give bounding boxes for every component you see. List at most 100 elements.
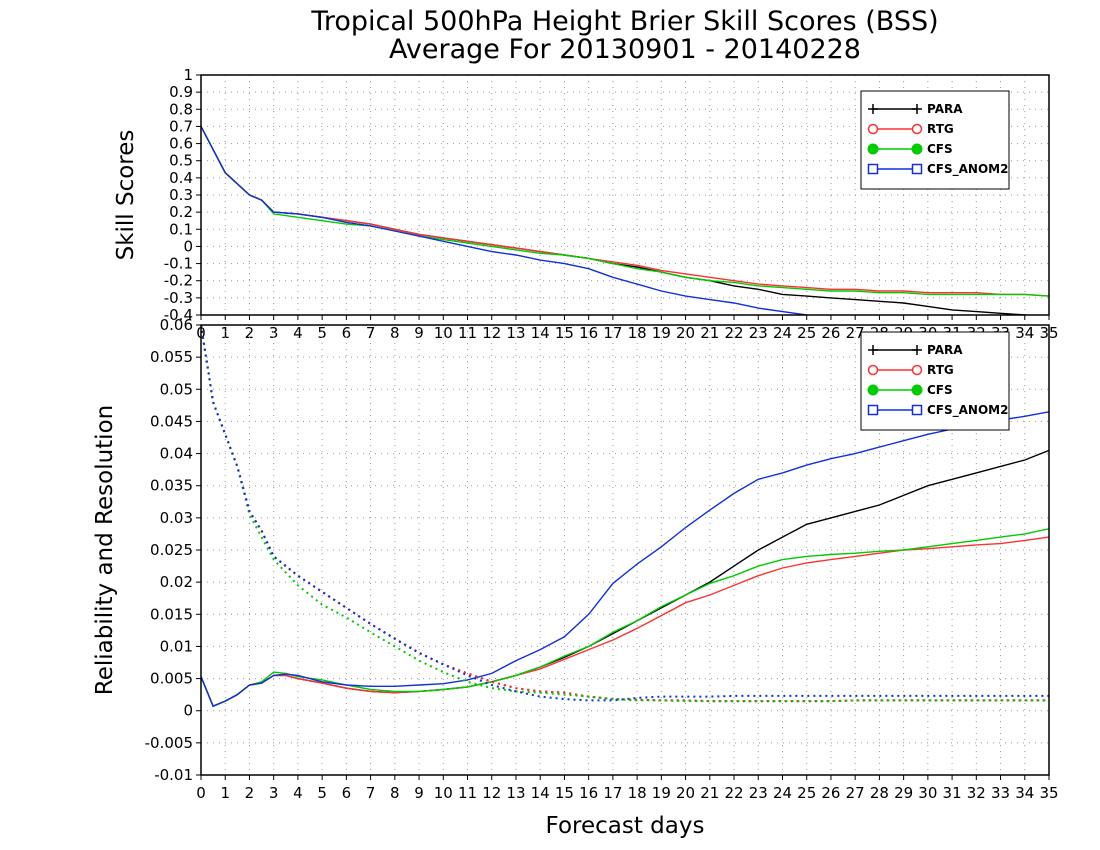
bss-xtick-label-4: 4 <box>293 324 303 342</box>
bss-y-axis-label: Skill Scores <box>113 130 139 261</box>
bss-series-cfs-anom2-line <box>201 126 817 315</box>
rel_res-ytick-label-0-005: 0.005 <box>150 670 193 688</box>
rel_res-xtick-label-13: 13 <box>506 784 525 802</box>
rel_res-series-group <box>201 325 1049 708</box>
rel_res-xtick-label-4: 4 <box>293 784 303 802</box>
bss-xtick-label-15: 15 <box>555 324 574 342</box>
rel_res-xtick-label-2: 2 <box>245 784 255 802</box>
rel_res-ytick-label-0-05: 0.05 <box>160 380 193 398</box>
rel_res-xtick-label-25: 25 <box>797 784 816 802</box>
rel_res-xtick-label-31: 31 <box>943 784 962 802</box>
bss-xtick-label-27: 27 <box>846 324 865 342</box>
rel_res-series-cfs-line <box>201 528 1049 708</box>
rel_res-plot-frame <box>200 324 1050 776</box>
bss-legend-cfs-anom2-marker-1 <box>911 163 923 175</box>
rel_res-xtick-label-8: 8 <box>390 784 400 802</box>
rel_res-ytick-label-0-045: 0.045 <box>150 412 193 430</box>
bss-ytick-label--0-1: -0.1 <box>164 255 193 273</box>
bss-xtick-label-7: 7 <box>366 324 376 342</box>
bss-ytick-label-0-3: 0.3 <box>169 186 193 204</box>
bss-ytick-label--0-3: -0.3 <box>164 289 193 307</box>
rel_res-xtick-label-24: 24 <box>773 784 792 802</box>
bss-xtick-label-22: 22 <box>724 324 743 342</box>
bss-ytick-label-0-5: 0.5 <box>169 152 193 170</box>
rel_res-series-dotted-7-line <box>201 325 1049 702</box>
rel-res-y-axis-label: Reliability and Resolution <box>92 405 118 695</box>
rel_res-xtick-label-26: 26 <box>821 784 840 802</box>
rel_res-xtick-label-35: 35 <box>1039 784 1058 802</box>
bss-xtick-label-3: 3 <box>269 324 279 342</box>
rel_res-ytick-label-0-01: 0.01 <box>160 637 193 655</box>
rel_res-legend-cfs-marker-1 <box>911 384 923 396</box>
bss-ytick-label-0-4: 0.4 <box>169 169 193 187</box>
rel_res-legend-rtg-marker-1 <box>911 364 923 376</box>
rel_res-ytick-label--0-005: -0.005 <box>145 734 193 752</box>
rel_res-ytick-label-0: 0 <box>183 702 193 720</box>
bss-ytick-label-0-8: 0.8 <box>169 100 193 118</box>
bss-legend-cfs-marker-1 <box>911 143 923 155</box>
rel_res-xtick-label-23: 23 <box>749 784 768 802</box>
rel_res-ytick-label-0-02: 0.02 <box>160 573 193 591</box>
rel_res-xtick-label-34: 34 <box>1015 784 1034 802</box>
rel_res-legend-cfs-anom2-marker-0 <box>867 404 879 416</box>
rel_res-ytick-label--0-01: -0.01 <box>154 766 193 784</box>
rel_res-xtick-label-0: 0 <box>196 784 206 802</box>
rel_res-xtick-label-29: 29 <box>894 784 913 802</box>
rel_res-ytick-label-0-03: 0.03 <box>160 509 193 527</box>
rel_res-xtick-label-14: 14 <box>531 784 550 802</box>
rel_res-xtick-label-18: 18 <box>628 784 647 802</box>
rel_res-legend-cfs-label: CFS <box>927 383 953 397</box>
rel_res-ytick-label-0-015: 0.015 <box>150 605 193 623</box>
rel_res-xtick-label-10: 10 <box>434 784 453 802</box>
bss-xtick-label-21: 21 <box>700 324 719 342</box>
bss-panel: -0.4-0.3-0.2-0.100.10.20.30.40.50.60.70.… <box>164 66 1059 342</box>
bss-xtick-label-12: 12 <box>482 324 501 342</box>
rel_res-legend-cfs-anom2-marker-1 <box>911 404 923 416</box>
bss-ytick-label-0-9: 0.9 <box>169 83 193 101</box>
bss-plot-frame <box>200 74 1050 316</box>
bss-legend-rtg-marker-1 <box>911 123 923 135</box>
x-axis-label: Forecast days <box>546 813 705 839</box>
bss-ytick-label-0-2: 0.2 <box>169 203 193 221</box>
chart-title-line1: Tropical 500hPa Height Brier Skill Score… <box>310 6 938 37</box>
rel_res-xtick-label-12: 12 <box>482 784 501 802</box>
bss-xtick-label-26: 26 <box>821 324 840 342</box>
bss-xtick-label-9: 9 <box>414 324 424 342</box>
bss-xtick-label-17: 17 <box>603 324 622 342</box>
bss-xtick-label-25: 25 <box>797 324 816 342</box>
reliability-resolution-panel: -0.01 -0.005 0 0.005 0.01 0.015 0.02 0.025 0.03 0… <box>145 316 1059 802</box>
rel_res-xtick-label-27: 27 <box>846 784 865 802</box>
bss-ytick-label--0-4: -0.4 <box>164 306 193 324</box>
rel_res-legend-cfs-marker-0 <box>867 384 879 396</box>
bss-xtick-label-20: 20 <box>676 324 695 342</box>
rel_res-series-dotted-6-line <box>201 325 1049 703</box>
bss-ytick-label-0-6: 0.6 <box>169 135 193 153</box>
bss-legend-cfs-marker-0 <box>867 143 879 155</box>
rel_res-xtick-label-11: 11 <box>458 784 477 802</box>
bss-xtick-label-19: 19 <box>652 324 671 342</box>
bss-legend: PARA RTG CFS CFS_ANOM2 <box>860 90 1010 190</box>
bss-series-cfs-line <box>201 126 1049 297</box>
bss-legend-para-marker-0 <box>868 104 878 114</box>
bss-ytick-label-0-7: 0.7 <box>169 117 193 135</box>
rel_res-ytick-label-0-06: 0.06 <box>160 316 193 334</box>
rel_res-series-para-line <box>201 449 1049 708</box>
bss-xtick-label-24: 24 <box>773 324 792 342</box>
bss-legend-cfs-label: CFS <box>927 142 953 156</box>
bss-ytick-label-0: 0 <box>183 237 193 255</box>
bss-legend-box <box>860 90 1010 190</box>
rel_res-legend-box <box>860 331 1010 431</box>
rel_res-ytick-label-0-035: 0.035 <box>150 477 193 495</box>
bss-xtick-label-16: 16 <box>579 324 598 342</box>
rel_res-xtick-label-33: 33 <box>991 784 1010 802</box>
bss-legend-cfs-anom2-marker-0 <box>867 163 879 175</box>
chart-title-line2: Average For 20130901 - 20140228 <box>389 34 861 65</box>
bss-xtick-label-2: 2 <box>245 324 255 342</box>
rel_res-ytick-label-0-025: 0.025 <box>150 541 193 559</box>
bss-legend-rtg-label: RTG <box>927 122 954 136</box>
bss-legend-para-label: PARA <box>927 102 963 116</box>
rel_res-xtick-label-28: 28 <box>870 784 889 802</box>
bss-series-group <box>201 126 1049 315</box>
rel_res-legend-para-marker-0 <box>868 345 878 355</box>
